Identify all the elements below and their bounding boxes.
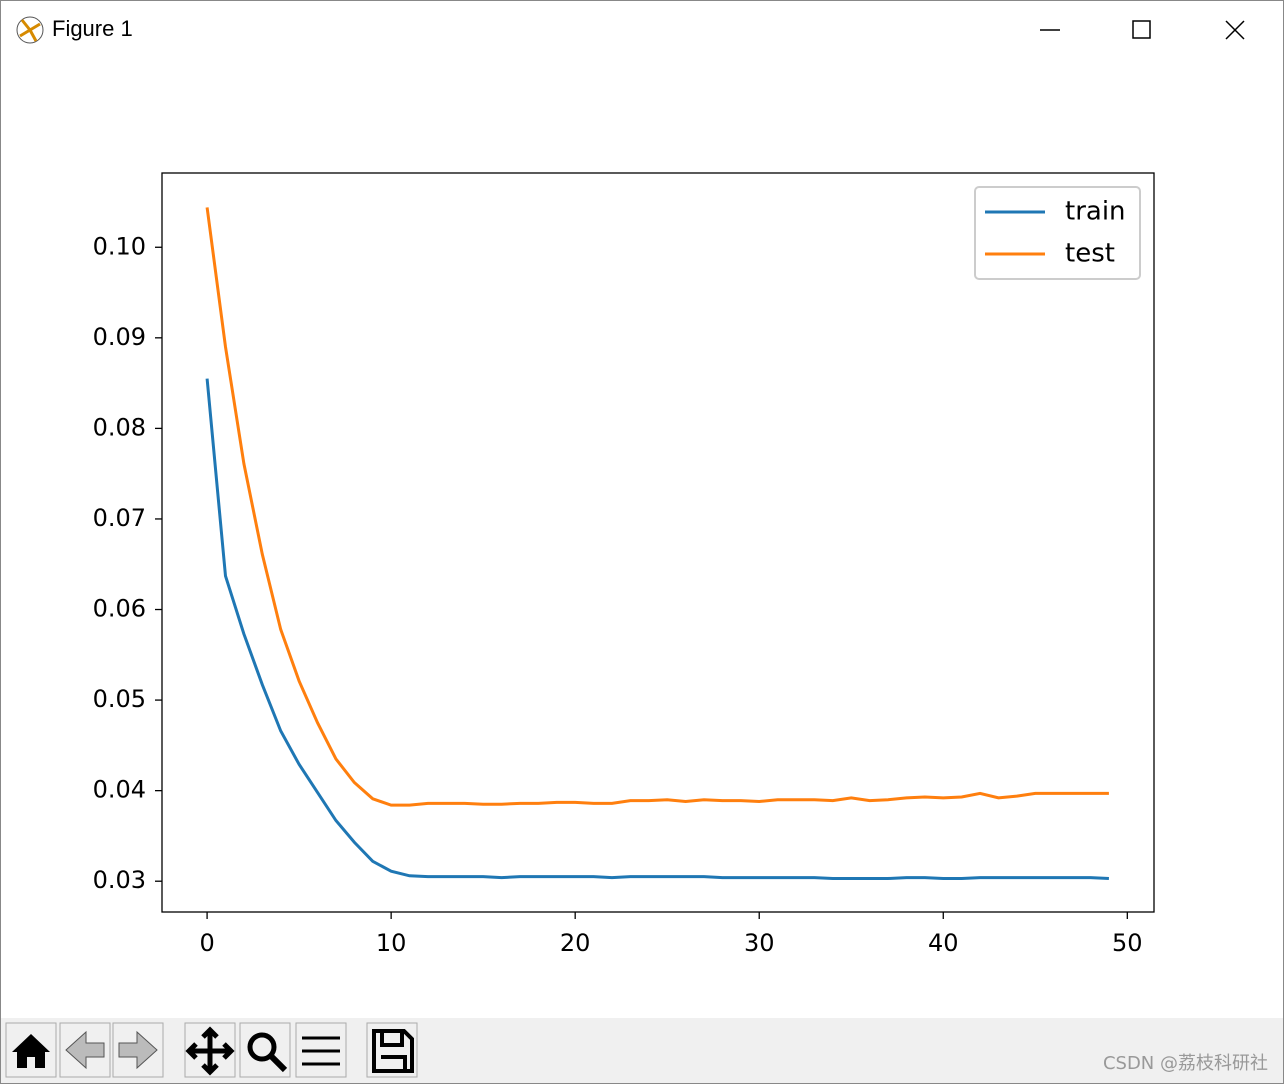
y-tick-label: 0.08 bbox=[93, 413, 146, 441]
window-title: Figure 1 bbox=[52, 16, 133, 41]
y-tick-label: 0.03 bbox=[93, 866, 146, 894]
maximize-button[interactable] bbox=[1132, 20, 1151, 39]
legend-box bbox=[974, 186, 1141, 280]
plot: 0.03 0.04 0.05 0.06 0.07 0.08 0.09 0.10 0 10 20 30 4… bbox=[93, 186, 1143, 957]
save-icon bbox=[372, 1029, 414, 1073]
x-tick-label: 20 bbox=[560, 929, 591, 957]
configure-icon bbox=[302, 1036, 340, 1066]
series-line bbox=[205, 378, 1109, 880]
home-icon bbox=[12, 1034, 50, 1068]
app-icon-rays bbox=[19, 19, 41, 42]
pan-icon bbox=[185, 1026, 235, 1076]
legend-label: train bbox=[1065, 197, 1126, 227]
back-icon bbox=[65, 1030, 105, 1070]
legend-label: test bbox=[1065, 239, 1115, 269]
y-tick-label: 0.07 bbox=[93, 504, 146, 532]
y-tick-label: 0.10 bbox=[93, 232, 146, 260]
forward-icon bbox=[118, 1030, 158, 1070]
x-tick-label: 50 bbox=[1112, 929, 1143, 957]
y-tick-label: 0.06 bbox=[93, 595, 146, 623]
x-tick-label: 40 bbox=[928, 929, 959, 957]
y-tick-label: 0.09 bbox=[93, 323, 146, 351]
series-line bbox=[205, 207, 1109, 807]
axes-frame bbox=[161, 172, 1155, 913]
x-tick-label: 10 bbox=[376, 929, 407, 957]
y-tick-label: 0.04 bbox=[93, 776, 146, 804]
plot-area bbox=[162, 173, 1154, 912]
y-tick-label: 0.05 bbox=[93, 685, 146, 713]
x-tick-label: 0 bbox=[199, 929, 214, 957]
x-tick-label: 30 bbox=[744, 929, 775, 957]
zoom-icon bbox=[247, 1032, 277, 1062]
watermark: CSDN @荔枝科研社 bbox=[1103, 1053, 1268, 1074]
zoom-icon-handle bbox=[268, 1053, 288, 1073]
close-button[interactable] bbox=[1225, 20, 1245, 40]
